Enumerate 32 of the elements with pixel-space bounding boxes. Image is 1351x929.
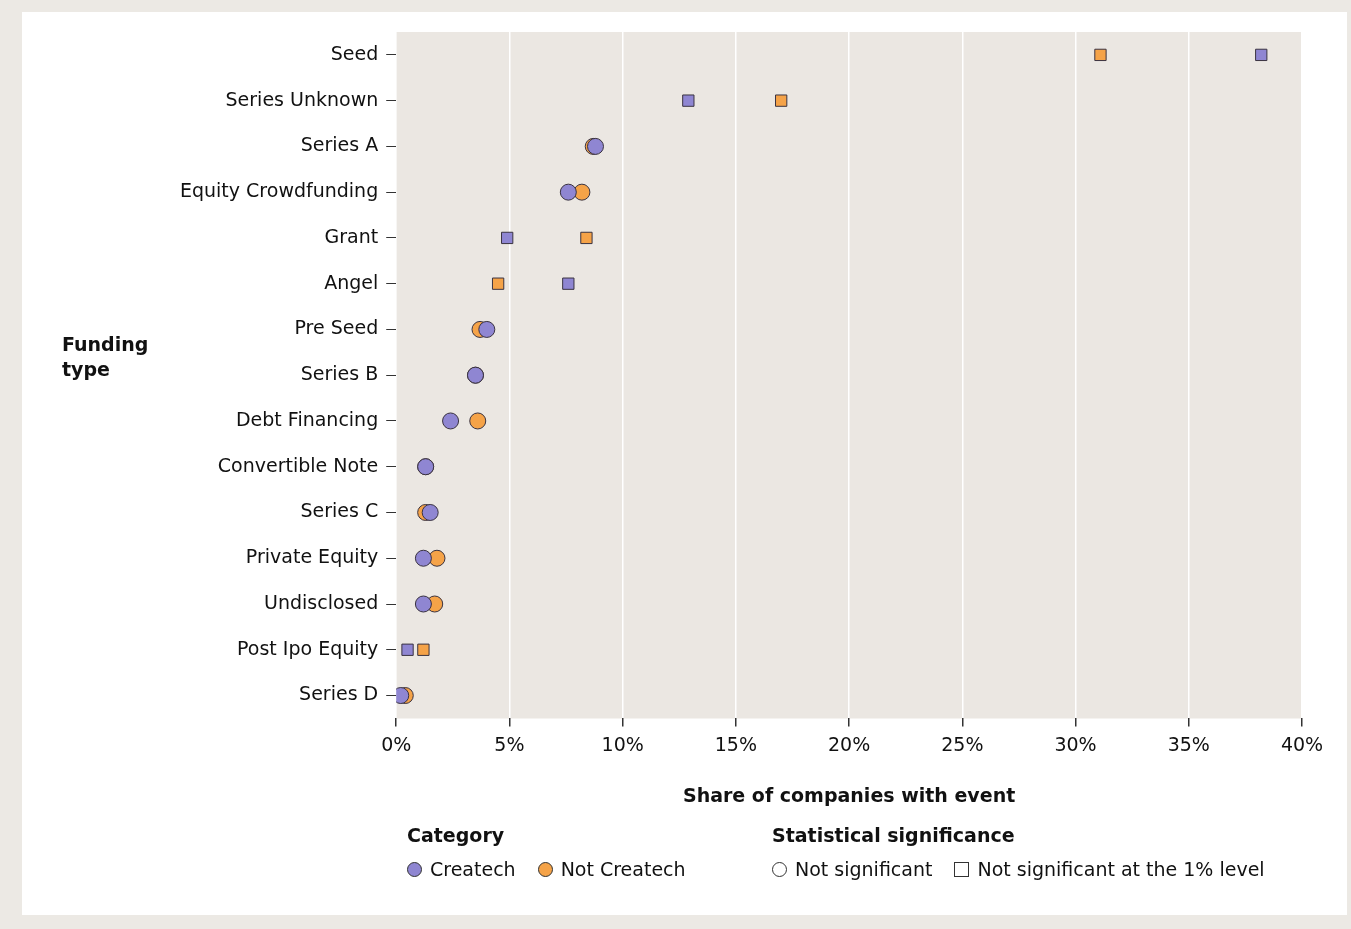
y-tick-label: Series D [299,682,379,705]
x-tick-label: 15% [714,732,757,755]
y-tick-label: Private Equity [245,545,379,568]
y-tick-label: Debt Financing [235,407,379,430]
x-tick-label: 10% [601,732,644,755]
y-tick-label: Seed [330,41,379,64]
y-tick-label: Equity Crowdfunding [179,179,379,202]
text: Not significant at the 1% level [976,858,1265,880]
y-tick-label: Angel [324,270,379,293]
y-axis-title: Funding type [62,332,150,382]
legend-label: Createch [429,858,516,880]
y-tick-label: Pre Seed [294,316,379,339]
x-tick-label: 25% [941,732,984,755]
x-tick-label: 20% [827,732,871,755]
y-tick-label: Series A [300,133,379,156]
y-tick-label: Grant [324,224,379,247]
x-tick-label: 5% [494,732,525,755]
x-tick-label: 30% [1054,732,1097,755]
y-tick-label: Post Ipo Equity [237,636,379,659]
legend-title: Category [407,824,506,846]
text: Not significant [794,858,933,880]
y-tick-label: Undisclosed [264,590,379,613]
x-tick-label: 35% [1167,732,1210,755]
x-tick-label: 0% [381,732,412,755]
text: Statistical significance [772,824,1016,846]
x-axis-title: Share of companies with event [682,783,1016,806]
legend-label: Not Createch [559,858,686,880]
x-tick-label: 40% [1280,732,1324,755]
y-tick-label: Series C [300,499,379,522]
y-tick-label: Series Unknown [225,87,379,110]
y-tick-label: Series B [300,362,379,385]
y-tick-label: Convertible Note [217,453,379,476]
